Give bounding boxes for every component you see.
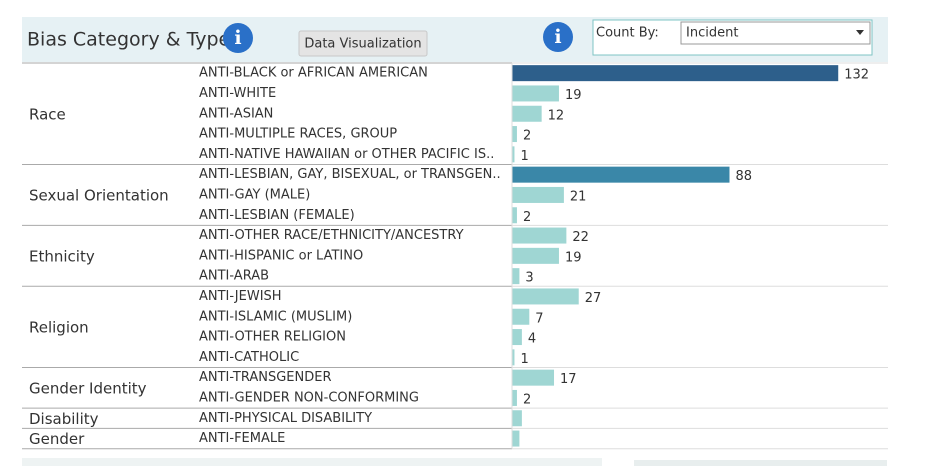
bar <box>512 308 530 325</box>
category-label: ANTI-PHYSICAL DISABILITY <box>199 411 372 426</box>
bar <box>512 166 730 183</box>
count-by-label: Count By: <box>596 26 659 41</box>
bar <box>512 227 567 244</box>
footer-strip <box>634 460 887 466</box>
value-label: 12 <box>548 108 565 123</box>
value-label: 2 <box>523 392 531 407</box>
category-label: ANTI-NATIVE HAWAIIAN or OTHER PACIFIC IS… <box>199 147 494 162</box>
value-label: 1 <box>520 352 528 367</box>
bar <box>512 329 522 346</box>
bar <box>512 105 542 122</box>
value-label: 2 <box>523 129 531 144</box>
bar <box>512 207 517 224</box>
group-label: Gender Identity <box>29 379 147 397</box>
value-label: 19 <box>565 250 582 265</box>
category-label: ANTI-JEWISH <box>199 289 282 304</box>
info-icon[interactable]: i <box>543 22 573 52</box>
dropdown-value[interactable]: Incident <box>686 26 738 41</box>
category-label: ANTI-LESBIAN, GAY, BISEXUAL, or TRANSGEN… <box>199 167 501 182</box>
bar <box>512 247 559 264</box>
dropdown[interactable] <box>680 21 871 45</box>
value-label: 21 <box>570 189 587 204</box>
bar <box>512 85 559 102</box>
category-label: ANTI-HISPANIC or LATINO <box>199 248 363 263</box>
dropdown-arrow[interactable] <box>856 30 864 35</box>
tooltip <box>298 30 428 57</box>
category-label: ANTI-OTHER RACE/ETHNICITY/ANCESTRY <box>199 228 464 243</box>
category-label: ANTI-ISLAMIC (MUSLIM) <box>199 309 352 324</box>
bar <box>512 389 517 406</box>
category-label: ANTI-BLACK or AFRICAN AMERICAN <box>199 66 428 81</box>
value-label: 4 <box>528 332 536 347</box>
category-label: ANTI-GENDER NON-CONFORMING <box>199 390 419 405</box>
bar <box>512 186 564 203</box>
title: Bias Category & Type <box>27 29 230 51</box>
value-label: 19 <box>565 88 582 103</box>
category-label: ANTI-ARAB <box>199 269 269 284</box>
info-icon[interactable]: i <box>223 23 253 53</box>
value-label: 2 <box>523 210 531 225</box>
category-label: ANTI-WHITE <box>199 86 276 101</box>
bar <box>512 146 515 163</box>
tooltip-text: Data Visualization <box>304 37 421 52</box>
bar <box>512 349 515 366</box>
value-label: 88 <box>735 169 752 184</box>
bar <box>512 369 555 386</box>
bar <box>512 65 839 82</box>
category-label: ANTI-TRANSGENDER <box>199 370 331 385</box>
bar <box>512 126 517 143</box>
value-label: 3 <box>525 271 533 286</box>
group-label: Religion <box>29 318 89 336</box>
group-label: Disability <box>29 410 99 428</box>
group-label: Sexual Orientation <box>29 186 169 204</box>
category-label: ANTI-GAY (MALE) <box>199 187 310 202</box>
category-label: ANTI-CATHOLIC <box>199 350 299 365</box>
bar <box>512 288 579 305</box>
value-label: 17 <box>560 372 577 387</box>
group-label: Gender <box>29 430 85 448</box>
value-label: 1 <box>520 149 528 164</box>
value-label: 22 <box>572 230 589 245</box>
category-label: ANTI-LESBIAN (FEMALE) <box>199 208 355 223</box>
category-label: ANTI-ASIAN <box>199 106 273 121</box>
category-label: ANTI-OTHER RELIGION <box>199 330 346 345</box>
bar <box>512 430 520 447</box>
value-label: 27 <box>585 291 602 306</box>
value-label: 132 <box>844 68 869 83</box>
bar <box>512 268 520 285</box>
category-label: ANTI-MULTIPLE RACES, GROUP <box>199 127 397 142</box>
group-label: Race <box>29 105 66 123</box>
group-label: Ethnicity <box>29 247 95 265</box>
value-label: 7 <box>535 311 543 326</box>
svg-text:i: i <box>234 27 241 49</box>
category-label: ANTI-FEMALE <box>199 431 285 446</box>
bar <box>512 410 522 427</box>
svg-text:i: i <box>554 26 561 48</box>
footer-strip <box>22 458 602 466</box>
